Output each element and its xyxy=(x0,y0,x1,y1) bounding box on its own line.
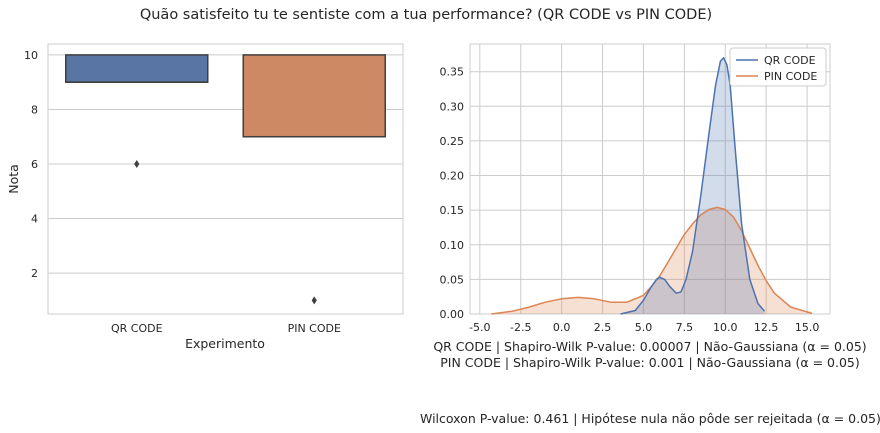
kde-y-tick-label: 0.00 xyxy=(440,308,465,321)
kde-legend-label: QR CODE xyxy=(764,54,816,67)
boxplot-x-ticks: QR CODE PIN CODE xyxy=(111,322,341,335)
qr-normality-note: QR CODE | Shapiro-Wilk P-value: 0.00007 … xyxy=(433,339,867,354)
kde-line-pin xyxy=(491,206,813,315)
kde-chart: 0.00 0.05 0.10 0.15 0.20 0.25 0.30 0.35 -5.0 -2.… xyxy=(440,43,831,334)
boxplot-y-tick-label: 8 xyxy=(31,103,38,116)
kde-legend: QR CODE PIN CODE xyxy=(729,47,827,87)
boxplot-y-tick-label: 4 xyxy=(31,213,38,226)
boxplot-marks xyxy=(65,54,386,305)
wilcoxon-note: Wilcoxon P-value: 0.461 | Hipótese nula … xyxy=(420,411,880,426)
kde-y-tick-label: 0.35 xyxy=(440,66,465,79)
boxplot-chart: 2 4 6 8 10 QR CODE PIN CODE Nota Experimento xyxy=(6,43,404,351)
kde-series-group xyxy=(491,57,813,315)
box-qr xyxy=(65,54,209,83)
kde-line-qr xyxy=(620,57,766,315)
kde-y-tick-label: 0.25 xyxy=(440,135,465,148)
kde-y-ticks: 0.00 0.05 0.10 0.15 0.20 0.25 0.30 0.35 xyxy=(440,66,465,321)
kde-x-tick-label: 7.5 xyxy=(676,321,694,334)
kde-x-tick-label: 5.0 xyxy=(635,321,653,334)
kde-legend-label: PIN CODE xyxy=(764,70,817,83)
box-pin xyxy=(242,54,386,138)
kde-x-tick-label: 15.0 xyxy=(795,321,820,334)
kde-area-qr xyxy=(620,57,765,315)
kde-y-tick-label: 0.30 xyxy=(440,100,465,113)
kde-area-pin xyxy=(491,207,812,314)
pin-normality-note: PIN CODE | Shapiro-Wilk P-value: 0.001 |… xyxy=(440,355,860,370)
boxplot-y-tick-label: 10 xyxy=(24,49,38,62)
figure-title: Quão satisfeito tu te sentiste com a tua… xyxy=(140,7,712,23)
wilcoxon-note-wrap: Wilcoxon P-value: 0.461 | Hipótese nula … xyxy=(420,411,880,427)
kde-y-tick-label: 0.10 xyxy=(440,239,465,252)
kde-x-ticks: -5.0 -2.5 0.0 2.5 5.0 7.5 10.0 12.5 15.0 xyxy=(469,321,819,334)
kde-y-tick-label: 0.20 xyxy=(440,170,465,183)
boxplot-y-tick-label: 6 xyxy=(31,158,38,171)
normality-notes: QR CODE | Shapiro-Wilk P-value: 0.00007 … xyxy=(420,339,880,371)
box-outlier xyxy=(134,160,140,168)
box-outlier xyxy=(311,296,317,305)
kde-x-tick-label: -5.0 xyxy=(469,321,490,334)
boxplot-y-ticks: 2 4 6 8 10 xyxy=(24,49,38,280)
boxplot-x-tick-label: QR CODE xyxy=(111,322,163,335)
boxplot-x-tick-label: PIN CODE xyxy=(288,322,341,335)
kde-x-tick-label: 10.0 xyxy=(713,321,738,334)
kde-x-tick-label: 0.0 xyxy=(553,321,571,334)
boxplot-y-axis-label: Nota xyxy=(6,164,21,194)
kde-x-tick-label: -2.5 xyxy=(510,321,531,334)
boxplot-y-tick-label: 2 xyxy=(31,267,38,280)
kde-x-tick-label: 12.5 xyxy=(754,321,779,334)
kde-y-tick-label: 0.15 xyxy=(440,204,465,217)
kde-y-tick-label: 0.05 xyxy=(440,273,465,286)
boxplot-x-axis-label: Experimento xyxy=(185,336,265,351)
kde-x-tick-label: 2.5 xyxy=(594,321,612,334)
